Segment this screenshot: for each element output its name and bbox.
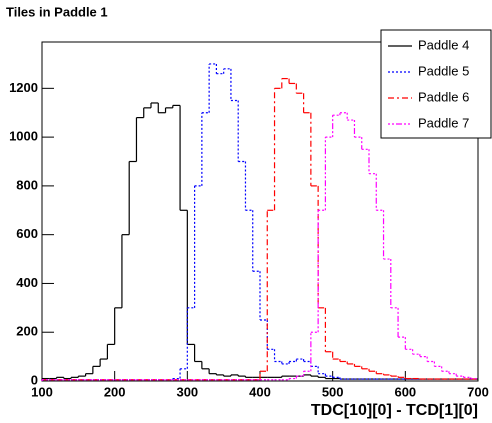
- legend-label: Paddle 6: [418, 89, 469, 104]
- x-tick-label: 300: [176, 384, 198, 399]
- series: [41, 102, 478, 381]
- x-tick-label: 600: [394, 384, 416, 399]
- legend: Paddle 4 Paddle 5 Paddle 6 Paddle 7: [380, 29, 492, 139]
- y-tick-label: 0: [31, 372, 38, 387]
- x-tick-label: 700: [467, 384, 489, 399]
- x-tick-label: 400: [249, 384, 271, 399]
- x-axis-label: TDC[10][0] - TCD[1][0]: [311, 402, 478, 419]
- series: [41, 112, 478, 381]
- x-tick-label: 200: [104, 384, 126, 399]
- legend-label: Paddle 7: [418, 115, 469, 130]
- y-tick-label: 200: [16, 324, 38, 339]
- chart-title: Tiles in Paddle 1: [6, 4, 108, 19]
- legend-box: [380, 29, 492, 139]
- y-tick-label: 1200: [9, 80, 38, 95]
- y-tick-label: 600: [16, 226, 38, 241]
- x-tick-label: 100: [31, 384, 53, 399]
- y-tick-label: 400: [16, 275, 38, 290]
- y-tick-label: 1000: [9, 129, 38, 144]
- legend-label: Paddle 4: [418, 37, 469, 52]
- x-tick-label: 500: [322, 384, 344, 399]
- y-tick-label: 800: [16, 177, 38, 192]
- legend-label: Paddle 5: [418, 63, 469, 78]
